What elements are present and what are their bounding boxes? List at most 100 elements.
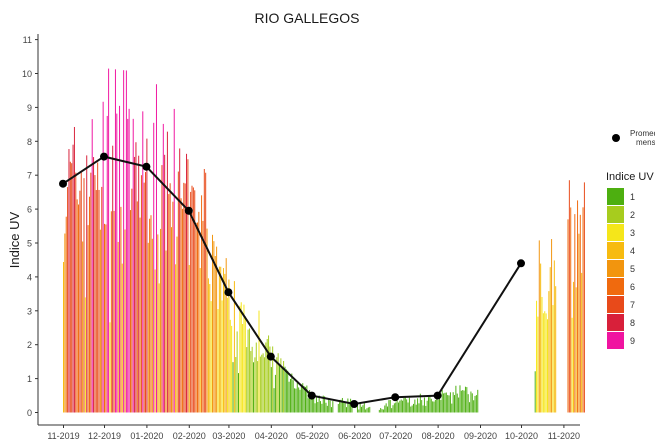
uv-bar: [577, 200, 579, 413]
uv-bar: [123, 70, 125, 413]
legend-level-label: 8: [630, 318, 635, 328]
uv-bar: [397, 402, 399, 413]
uv-bar: [265, 342, 267, 413]
uv-bar: [537, 316, 539, 413]
uv-bar: [428, 397, 430, 413]
chart-title: RIO GALLEGOS: [254, 10, 359, 26]
uv-bar: [378, 409, 380, 413]
uv-bar: [404, 396, 406, 413]
uv-bar: [181, 208, 183, 413]
uv-bar: [227, 297, 229, 413]
uv-bar: [127, 118, 129, 413]
uv-bar: [382, 409, 384, 413]
mean-point: [266, 352, 275, 361]
legend-swatch: [607, 188, 624, 205]
uv-bar: [384, 405, 386, 413]
mean-point: [517, 259, 525, 268]
uv-bar: [207, 278, 209, 413]
x-tick-label: 02-2020: [173, 431, 206, 441]
uv-bar: [177, 171, 179, 413]
uv-bar: [337, 403, 339, 413]
uv-bar: [366, 408, 368, 413]
uv-bar: [432, 401, 434, 413]
uv-bar: [443, 393, 445, 413]
uv-bar: [198, 211, 200, 413]
uv-bar: [440, 399, 442, 413]
uv-bar: [422, 405, 424, 413]
uv-bar: [68, 149, 70, 413]
uv-bar: [233, 281, 235, 413]
legend: Promediomensual Indice UV 1 2 3 4 5 6 7 8 9: [606, 129, 655, 349]
uv-bar: [184, 183, 186, 413]
uv-bar: [113, 210, 115, 413]
uv-bar: [294, 388, 296, 413]
uv-bar: [253, 362, 255, 413]
uv-bar: [365, 409, 367, 413]
uv-bar: [251, 346, 253, 413]
uv-bar: [454, 395, 455, 413]
uv-bar: [87, 225, 89, 413]
y-tick-label: 0: [27, 408, 32, 418]
uv-bar: [199, 268, 201, 413]
uv-bar: [125, 70, 127, 413]
uv-bar: [195, 222, 197, 413]
uv-bar: [210, 301, 212, 413]
legend-level-label: 4: [630, 246, 635, 256]
uv-bar: [381, 409, 383, 413]
uv-bar: [423, 397, 425, 413]
uv-bar: [408, 397, 410, 413]
uv-bar: [135, 142, 137, 413]
uv-bar: [232, 362, 234, 413]
uv-bar: [551, 239, 553, 413]
uv-bar: [359, 403, 361, 413]
x-tick-label: 07-2020: [379, 431, 412, 441]
uv-bar: [71, 163, 73, 413]
x-tick-label: 12-2019: [88, 431, 121, 441]
uv-bar: [80, 172, 82, 413]
uv-bar: [73, 126, 75, 413]
uv-bar: [298, 387, 300, 413]
uv-bar: [190, 191, 192, 413]
legend-mean-marker: [612, 134, 620, 142]
uv-bar: [344, 402, 346, 413]
x-tick-label: 01-2020: [130, 431, 163, 441]
uv-bar: [570, 207, 572, 413]
uv-bar: [411, 405, 413, 413]
uv-bar: [154, 269, 156, 413]
uv-bar: [292, 380, 294, 413]
uv-bar: [171, 227, 172, 413]
uv-bar: [102, 101, 104, 413]
uv-bar: [98, 189, 100, 413]
uv-bar: [581, 272, 583, 413]
legend-level-label: 5: [630, 264, 635, 274]
uv-bar: [452, 392, 454, 413]
mean-point: [433, 391, 442, 400]
y-tick-label: 3: [27, 306, 32, 316]
legend-level-label: 2: [630, 210, 635, 220]
uv-bar: [313, 395, 315, 413]
uv-bar: [151, 238, 153, 413]
uv-bar: [546, 319, 548, 413]
uv-bar: [396, 397, 398, 413]
uv-bar: [444, 392, 446, 413]
uv-bar: [76, 199, 78, 413]
uv-bar: [228, 279, 230, 413]
uv-bar: [138, 155, 140, 413]
uv-bar: [332, 401, 334, 413]
uv-bar: [299, 389, 301, 413]
uv-bar: [95, 190, 97, 413]
y-tick-label: 11: [23, 35, 32, 45]
y-tick-label: 6: [27, 205, 32, 215]
uv-bar: [153, 122, 155, 413]
uv-bar: [321, 403, 323, 413]
y-tick-label: 5: [27, 239, 32, 249]
legend-swatch: [607, 314, 624, 331]
uv-bar: [380, 408, 382, 413]
legend-level-label: 6: [630, 282, 635, 292]
uv-bar: [106, 115, 108, 413]
uv-bar: [172, 201, 174, 413]
uv-bar: [400, 399, 402, 413]
uv-bar: [217, 309, 219, 413]
uv-bar: [149, 218, 151, 413]
